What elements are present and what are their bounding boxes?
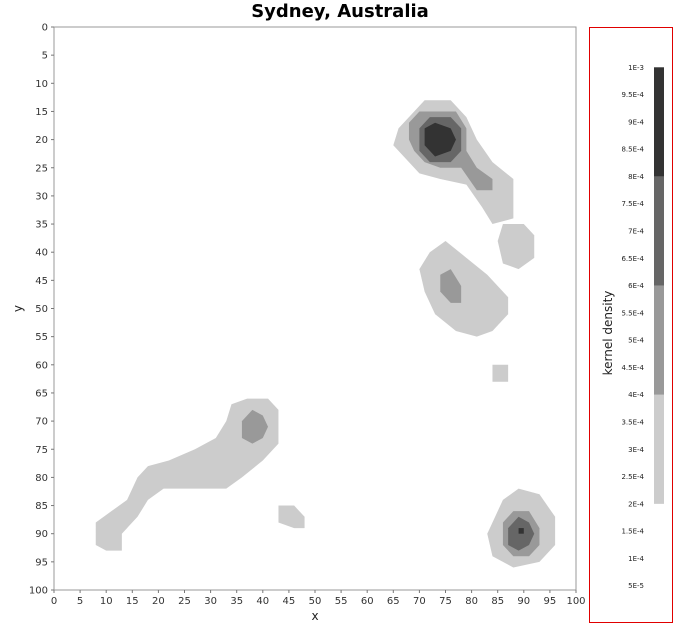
y-tick-label-80: 80 [35,473,48,484]
colorbar-tick-label-6: 7.5E-4 [621,200,644,208]
colorbar-tick-label-13: 4E-4 [628,391,644,399]
x-tick-label-85: 85 [491,596,504,607]
x-tick-label-65: 65 [387,596,400,607]
density-regions [95,100,556,568]
x-tick-label-5: 5 [77,596,83,607]
x-tick-label-30: 30 [204,596,217,607]
x-tick-label-20: 20 [152,596,165,607]
colorbar-ticks: 1E-3 9.5E-4 9E-4 8.5E-4 8E-4 7.5E-4 7E-4 6.5E-4… [621,64,644,590]
colorbar-tick-label-1: 1E-3 [628,64,644,72]
density-region-15-level-4 [518,528,524,534]
y-tick-label-0: 0 [42,23,48,34]
density-region-9-level-2 [440,269,462,303]
colorbar-band-4 [654,67,664,177]
colorbar-tick-label-9: 6E-4 [628,282,644,290]
y-axis-label: y [11,305,25,312]
colorbar-tick-label-4: 8.5E-4 [621,146,644,154]
colorbar-tick-label-12: 4.5E-4 [621,364,644,372]
x-tick-label-80: 80 [465,596,478,607]
colorbar-legend: 1E-3 9.5E-4 9E-4 8.5E-4 8E-4 7.5E-4 7E-4 6.5E-4… [589,27,673,623]
x-tick-label-75: 75 [439,596,452,607]
x-tick-label-70: 70 [413,596,426,607]
x-axis-ticks: 0 5 10 15 20 25 30 35 40 45 50 55 60 65 70 75 80 85 90 95 10… [51,590,585,607]
y-tick-label-25: 25 [35,163,48,174]
y-tick-label-45: 45 [35,276,48,287]
colorbar-tick-label-17: 2E-4 [628,500,644,508]
y-tick-label-70: 70 [35,417,48,428]
colorbar-tick-label-10: 5.5E-4 [621,309,644,317]
y-tick-label-15: 15 [35,107,48,118]
colorbar-tick-label-15: 3E-4 [628,446,644,454]
chart-title: Sydney, Australia [251,1,429,22]
colorbar-tick-label-7: 7E-4 [628,228,644,236]
colorbar-label: kernel density [601,291,615,376]
x-tick-label-40: 40 [256,596,269,607]
x-tick-label-25: 25 [178,596,191,607]
y-tick-label-60: 60 [35,360,48,371]
x-tick-label-90: 90 [517,596,530,607]
colorbar-tick-label-19: 1E-4 [628,555,644,563]
y-tick-label-95: 95 [35,557,48,568]
y-axis-ticks: 0 5 10 15 20 25 30 35 40 45 50 55 60 65 70 75 80 85 90 95 10… [29,23,54,597]
x-tick-label-10: 10 [100,596,113,607]
y-tick-label-40: 40 [35,248,48,259]
y-tick-label-35: 35 [35,220,48,231]
x-tick-label-55: 55 [335,596,348,607]
y-tick-label-75: 75 [35,445,48,456]
colorbar-tick-label-18: 1.5E-4 [621,528,644,536]
density-region-10-level-2 [241,409,269,444]
x-tick-label-95: 95 [544,596,557,607]
x-tick-label-15: 15 [126,596,139,607]
colorbar-tick-label-5: 8E-4 [628,173,644,181]
density-region-4-level-1 [492,364,509,382]
colorbar-tick-label-3: 9E-4 [628,118,644,126]
colorbar-band-3 [654,176,664,286]
density-region-3-level-1 [419,240,509,337]
y-tick-label-50: 50 [35,304,48,315]
y-tick-label-90: 90 [35,529,48,540]
colorbar-bands [654,67,664,504]
density-region-6-level-1 [278,505,305,529]
x-tick-label-50: 50 [309,596,322,607]
density-region-5-level-1 [95,398,279,551]
density-region-2-level-1 [497,224,535,270]
colorbar-tick-label-16: 2.5E-4 [621,473,644,481]
colorbar-tick-label-20: 5E-5 [628,582,644,590]
density-region-14-level-4 [424,122,456,157]
y-tick-label-65: 65 [35,388,48,399]
colorbar-tick-label-2: 9.5E-4 [621,91,644,99]
y-tick-label-20: 20 [35,135,48,146]
colorbar-band-2 [654,285,664,395]
x-tick-label-100: 100 [566,596,585,607]
colorbar-tick-label-11: 5E-4 [628,337,644,345]
y-tick-label-100: 100 [29,586,48,597]
colorbar-tick-label-14: 3.5E-4 [621,419,644,427]
x-tick-label-0: 0 [51,596,57,607]
y-tick-label-5: 5 [42,51,48,62]
x-tick-label-60: 60 [361,596,374,607]
x-tick-label-35: 35 [230,596,243,607]
x-tick-label-45: 45 [283,596,296,607]
y-tick-label-55: 55 [35,332,48,343]
x-axis-label: x [311,609,318,623]
y-tick-label-10: 10 [35,79,48,90]
heatmap-plot: 0 5 10 15 20 25 30 35 40 45 50 55 60 65 70 75 80 85 90 95 10… [11,23,585,624]
colorbar-tick-label-8: 6.5E-4 [621,255,644,263]
y-tick-label-85: 85 [35,501,48,512]
y-tick-label-30: 30 [35,191,48,202]
colorbar-band-1 [654,394,664,504]
